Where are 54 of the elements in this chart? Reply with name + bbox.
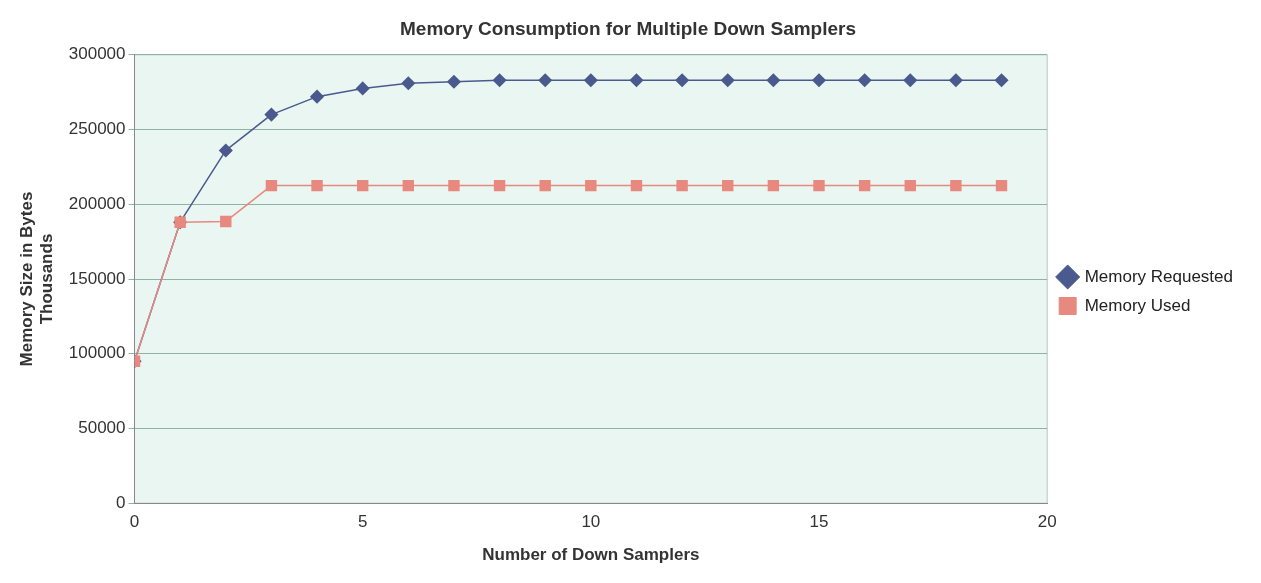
point [220, 215, 232, 228]
point [402, 179, 415, 192]
point [720, 73, 735, 87]
point [310, 89, 324, 104]
point [858, 179, 871, 192]
point [995, 179, 1008, 192]
point [722, 179, 734, 192]
point [264, 107, 279, 122]
point [949, 73, 963, 87]
text: Thousands [37, 233, 57, 325]
y-tick-label: 300000 [68, 44, 126, 64]
point [584, 73, 598, 87]
x-axis-title: Number of Down Samplers [482, 545, 700, 565]
point [857, 73, 872, 87]
point [493, 179, 506, 192]
point [265, 179, 278, 192]
x-tick-label: 20 [1037, 512, 1057, 532]
point [812, 73, 826, 87]
point [766, 73, 781, 87]
y-axis-title: Memory Size in Bytes [16, 191, 36, 367]
point [950, 179, 962, 192]
point [492, 73, 507, 87]
y-tick-label: 0 [116, 492, 126, 512]
point [767, 179, 780, 192]
y-tick-label: 100000 [68, 343, 126, 363]
x-tick-label: 0 [129, 512, 140, 532]
point [904, 179, 916, 192]
y-tick-label: 250000 [68, 119, 126, 139]
x-tick-label: 5 [357, 512, 368, 532]
point [629, 73, 644, 87]
x-tick-label: 10 [581, 512, 601, 532]
point [675, 73, 689, 87]
point [311, 179, 323, 192]
point [903, 73, 918, 87]
point [994, 73, 1009, 87]
point [219, 143, 233, 158]
point [401, 76, 416, 90]
point [585, 179, 597, 192]
legend-label: Memory Requested [1084, 266, 1233, 286]
legend-label: Memory Used [1084, 295, 1191, 315]
y-tick-label: 200000 [68, 193, 126, 213]
point [355, 81, 370, 96]
point [630, 179, 643, 192]
point [539, 179, 551, 192]
point [447, 74, 461, 89]
point [538, 73, 552, 87]
x-tick-label: 15 [809, 512, 829, 532]
point [813, 179, 825, 192]
point [356, 179, 369, 192]
y-tick-label: 150000 [68, 268, 126, 288]
chart-title: Memory Consumption for Multiple Down Samplers [399, 17, 857, 39]
point [676, 179, 688, 192]
point [448, 179, 460, 192]
y-tick-label: 50000 [78, 418, 126, 438]
